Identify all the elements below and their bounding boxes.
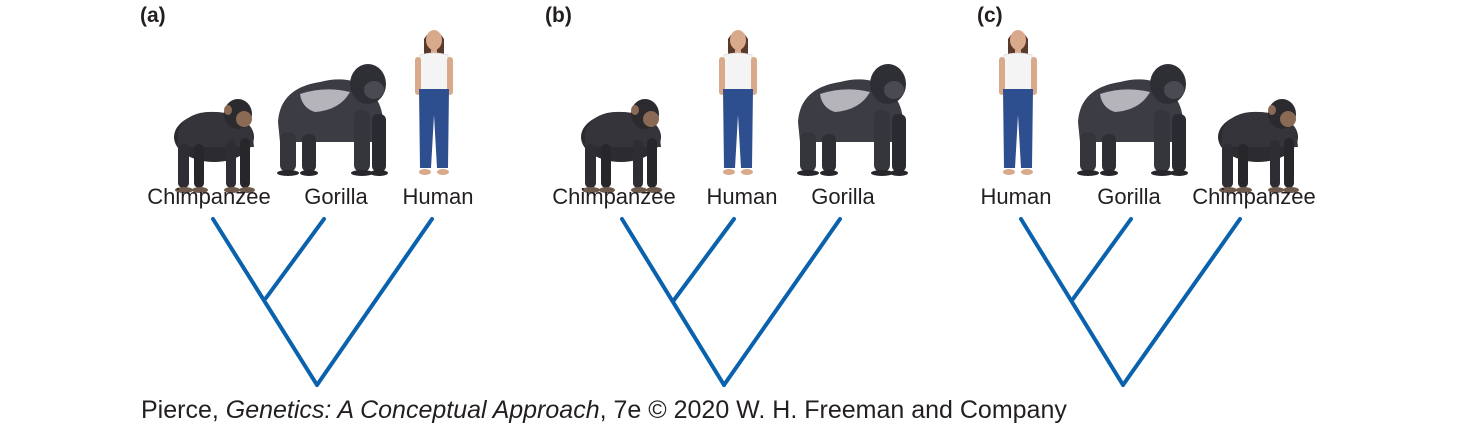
gorilla-icon bbox=[277, 64, 388, 176]
chimpanzee-icon bbox=[581, 99, 662, 193]
taxon-label: Gorilla bbox=[304, 184, 368, 209]
tree-branch bbox=[315, 217, 434, 387]
taxon-label: Chimpanzee bbox=[1192, 184, 1316, 209]
tree-branch bbox=[211, 217, 319, 387]
panel-label-c: (c) bbox=[977, 4, 1003, 27]
panel-label-a: (a) bbox=[140, 4, 166, 27]
tree-branch bbox=[1019, 217, 1125, 387]
taxon-label: Gorilla bbox=[1097, 184, 1161, 209]
panel-b: (b) Chimpanzee Human Gorilla bbox=[545, 4, 908, 387]
chimpanzee-icon bbox=[174, 99, 255, 193]
taxon-label: Human bbox=[707, 184, 778, 209]
phylogenetic-tree-b bbox=[620, 217, 842, 387]
credit-author: Pierce, bbox=[141, 396, 226, 424]
taxon-label: Chimpanzee bbox=[147, 184, 271, 209]
tree-branch bbox=[1071, 217, 1133, 301]
tree-branch bbox=[722, 217, 842, 387]
tree-branch bbox=[1121, 217, 1242, 387]
gorilla-icon bbox=[1077, 64, 1188, 176]
panel-c: (c) Human Gorilla Chimpanzee bbox=[977, 4, 1316, 387]
phylogenetic-tree-a bbox=[211, 217, 434, 387]
human-icon bbox=[414, 29, 454, 176]
credit-edition-copyright: , 7e © 2020 W. H. Freeman and Company bbox=[599, 396, 1067, 424]
gorilla-icon bbox=[797, 64, 908, 176]
credit-book-title: Genetics: A Conceptual Approach bbox=[225, 396, 600, 424]
panel-label-b: (b) bbox=[545, 4, 572, 27]
taxon-label: Chimpanzee bbox=[552, 184, 676, 209]
tree-branch bbox=[672, 217, 736, 302]
chimpanzee-icon bbox=[1218, 99, 1299, 193]
tree-branch bbox=[264, 217, 326, 300]
tree-branch bbox=[620, 217, 726, 387]
taxon-label: Human bbox=[981, 184, 1052, 209]
taxon-label: Gorilla bbox=[811, 184, 875, 209]
phylogenetic-tree-c bbox=[1019, 217, 1242, 387]
panel-a: (a) Chimpanzee Gorilla Human bbox=[140, 4, 474, 387]
taxon-label: Human bbox=[403, 184, 474, 209]
figure-credit: Pierce, Genetics: A Conceptual Approach,… bbox=[141, 396, 1067, 425]
human-icon bbox=[718, 29, 758, 176]
human-icon bbox=[998, 29, 1038, 176]
